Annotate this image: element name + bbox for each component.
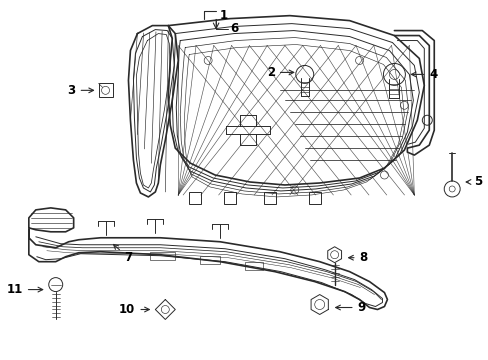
- Text: 2: 2: [266, 66, 293, 79]
- Text: 5: 5: [465, 175, 481, 189]
- Text: 6: 6: [229, 22, 238, 35]
- Text: 10: 10: [119, 303, 149, 316]
- Text: 11: 11: [7, 283, 42, 296]
- Text: 1: 1: [220, 9, 228, 22]
- Text: 9: 9: [335, 301, 365, 314]
- Text: 7: 7: [113, 244, 132, 264]
- Text: 8: 8: [348, 251, 367, 264]
- Text: 3: 3: [67, 84, 93, 97]
- Text: 4: 4: [410, 68, 437, 81]
